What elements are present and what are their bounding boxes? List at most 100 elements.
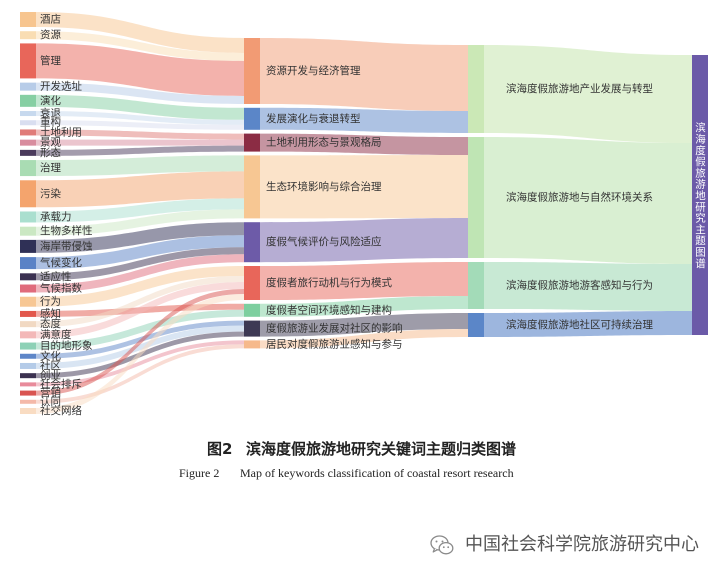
topic-node	[244, 133, 260, 152]
keyword-label: 认同	[40, 395, 61, 408]
keyword-node	[20, 399, 36, 404]
keyword-node	[20, 321, 36, 328]
flow-keyword-topic	[36, 325, 244, 369]
keyword-node	[20, 211, 36, 223]
keyword-node	[20, 94, 36, 107]
flow-keyword-topic	[36, 266, 244, 307]
keyword-node	[20, 82, 36, 91]
topic-node	[244, 38, 260, 104]
flow-keyword-topic	[36, 294, 244, 414]
keyword-node	[20, 149, 36, 156]
flow-keyword-topic	[36, 129, 244, 140]
keyword-label: 创业	[40, 369, 61, 382]
flow-theme-root	[484, 311, 692, 337]
keyword-label: 衰退	[40, 107, 61, 120]
flow-theme-root	[484, 262, 692, 311]
keyword-node	[20, 160, 36, 177]
flow-keyword-topic	[36, 12, 244, 53]
keyword-label: 土地利用	[40, 125, 82, 138]
keyword-label: 社区	[40, 359, 61, 372]
topic-label: 居民对度假旅游业感知与参与	[266, 337, 403, 350]
flow-keyword-topic	[36, 254, 244, 293]
keyword-label: 承载力	[40, 210, 72, 223]
theme-node	[468, 313, 484, 337]
caption-en-label: Figure 2	[179, 466, 220, 480]
flow-topic-theme	[260, 329, 468, 349]
keyword-node	[20, 129, 36, 136]
keyword-node	[20, 226, 36, 236]
keyword-node	[20, 284, 36, 293]
keyword-label: 治理	[40, 161, 61, 174]
topic-label: 资源开发与经济管理	[266, 64, 361, 77]
flow-keyword-topic	[36, 209, 244, 236]
keyword-node	[20, 239, 36, 253]
topic-node	[244, 340, 260, 349]
keyword-node	[20, 382, 36, 387]
flow-keyword-topic	[36, 276, 244, 328]
keyword-label: 营销	[40, 386, 61, 399]
keyword-node	[20, 111, 36, 117]
keyword-label: 酒店	[40, 13, 61, 26]
flow-theme-root	[484, 45, 692, 143]
theme-label: 滨海度假旅游地与自然环境关系	[506, 191, 653, 204]
flow-keyword-topic	[36, 282, 244, 339]
caption-zh-label: 图2	[207, 440, 233, 458]
keyword-label: 气候变化	[40, 256, 82, 269]
keyword-label: 态度	[40, 317, 61, 330]
watermark-text: 中国社会科学院旅游研究中心	[465, 534, 699, 555]
topic-label: 度假旅游业发展对社区的影响	[266, 322, 403, 335]
flow-keyword-topic	[36, 120, 244, 130]
keyword-label: 社会排斥	[40, 377, 82, 390]
keyword-label: 污染	[40, 187, 61, 200]
flow-theme-root	[484, 137, 692, 264]
keyword-label: 开发选址	[40, 80, 82, 93]
labels: 酒店资源管理开发选址演化衰退重构土地利用景观形态治理污染承载力生物多样性海岸带侵…	[40, 13, 653, 418]
flow-keyword-topic	[36, 198, 244, 223]
flow-topic-theme	[260, 296, 468, 317]
flow-topic-theme	[260, 155, 468, 219]
theme-node	[468, 45, 484, 133]
root-node	[692, 55, 708, 335]
topic-node	[244, 266, 260, 300]
theme-node	[468, 137, 484, 258]
flow-keyword-topic	[36, 222, 244, 253]
flow-keyword-topic	[36, 82, 244, 104]
flow-keyword-topic	[36, 94, 244, 120]
keyword-node	[20, 257, 36, 270]
keyword-label: 景观	[40, 137, 61, 149]
root-label: 滨海度假旅游地研究主题图谱	[694, 121, 706, 269]
caption-zh-title: 滨海度假旅游地研究关键词主题归类图谱	[246, 440, 517, 458]
flow-keyword-topic	[36, 289, 244, 396]
flow-keyword-topic	[36, 309, 244, 350]
flow-topic-theme	[260, 38, 468, 111]
topic-label: 度假者空间环境感知与建构	[266, 303, 392, 316]
keyword-node	[20, 342, 36, 350]
keyword-label: 满意度	[40, 328, 72, 341]
keyword-label: 行为	[40, 295, 61, 308]
keyword-node	[20, 353, 36, 359]
wechat-icon	[430, 535, 454, 555]
flow-topic-theme	[260, 218, 468, 263]
topic-node	[244, 155, 260, 219]
theme-label: 滨海度假旅游地游客感知与行为	[506, 279, 653, 292]
keyword-label: 演化	[40, 94, 61, 107]
flow-topic-theme	[260, 107, 468, 133]
flow-keyword-topic	[36, 344, 244, 404]
keyword-label: 管理	[40, 54, 61, 67]
keyword-label: 感知	[40, 307, 61, 320]
topic-label: 度假气候评价与风险适应	[266, 235, 382, 248]
topic-node	[244, 303, 260, 317]
keyword-label: 形态	[40, 146, 61, 159]
flow-keyword-topic	[36, 155, 244, 177]
keyword-node	[20, 310, 36, 317]
nodes	[20, 12, 708, 414]
flow-keyword-topic	[36, 43, 244, 96]
keyword-node	[20, 31, 36, 40]
flow-topic-theme	[260, 262, 468, 300]
keyword-node	[20, 390, 36, 396]
sankey-diagram: 酒店资源管理开发选址演化衰退重构土地利用景观形态治理污染承载力生物多样性海岸带侵…	[20, 12, 708, 418]
keyword-label: 海岸带侵蚀	[40, 239, 93, 252]
keyword-node	[20, 362, 36, 369]
keyword-node	[20, 12, 36, 27]
